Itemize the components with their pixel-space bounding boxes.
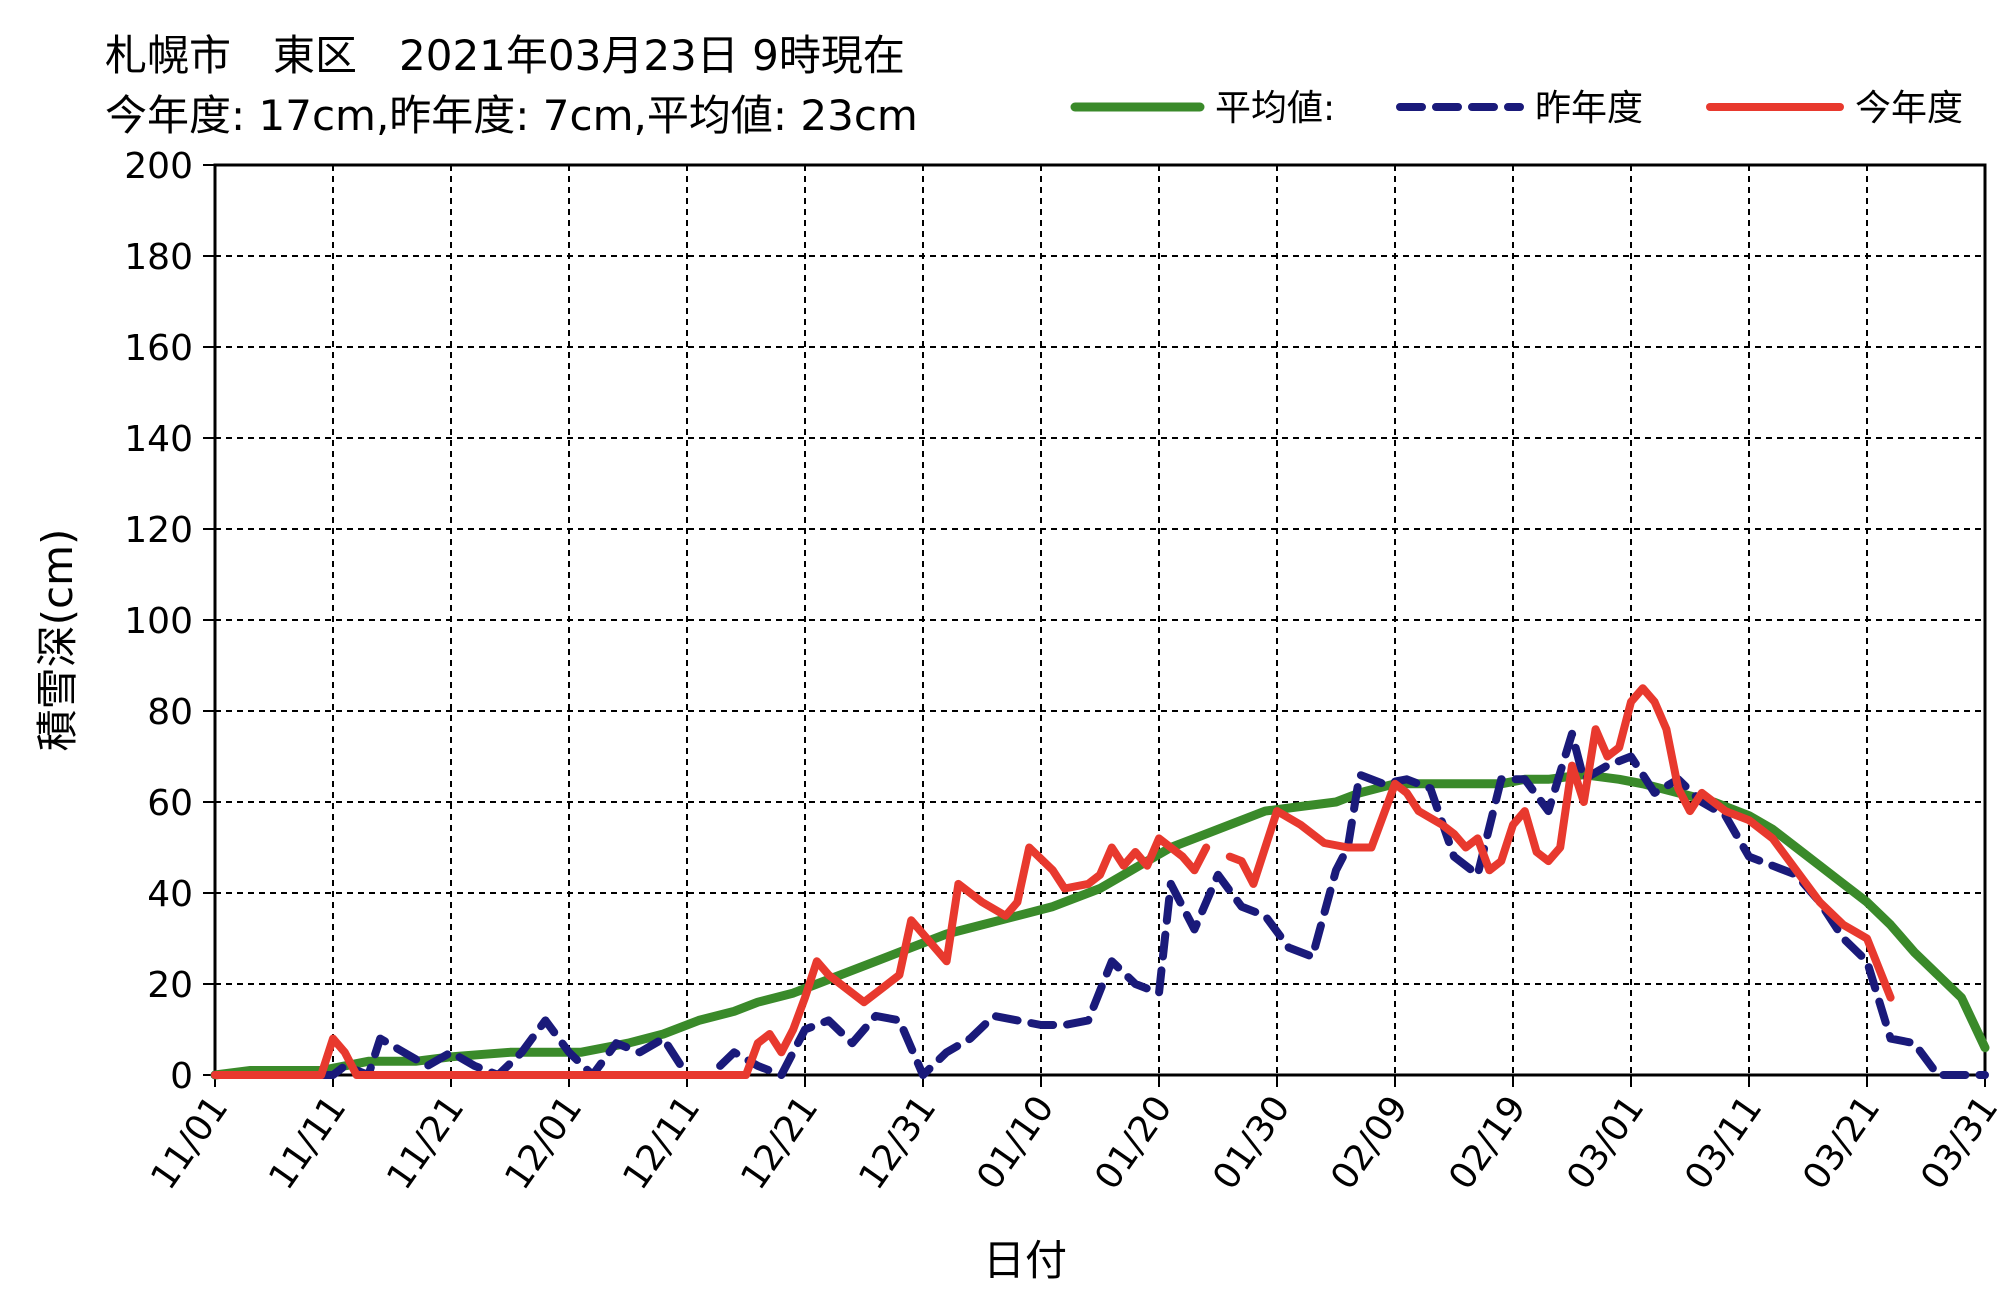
x-tick-label: 11/11	[261, 1089, 354, 1198]
y-tick-label: 80	[147, 692, 193, 733]
y-tick-label: 180	[124, 237, 193, 278]
x-tick-label: 11/21	[379, 1089, 472, 1198]
chart-title: 札幌市 東区 2021年03月23日 9時現在	[105, 31, 905, 80]
x-tick-label: 12/01	[497, 1089, 590, 1198]
x-axis-title: 日付	[983, 1236, 1067, 1285]
x-tick-label: 01/30	[1205, 1089, 1298, 1198]
x-tick-label: 03/11	[1677, 1089, 1770, 1198]
series-last-year-line	[211, 729, 1989, 1079]
grid	[215, 165, 1985, 1075]
y-tick-label: 60	[147, 783, 193, 824]
legend-label: 平均値:	[1215, 88, 1335, 129]
legend-label: 今年度	[1855, 88, 1963, 129]
axes: 0 20 40 60 80 100 120 140 160 180 200 11/01 11/11 11/…	[124, 146, 2006, 1197]
y-tick-label: 200	[124, 146, 193, 187]
y-tick-label: 160	[124, 328, 193, 369]
y-tick-label: 140	[124, 419, 193, 460]
x-tick-label: 02/09	[1323, 1089, 1416, 1198]
x-tick-label: 02/19	[1441, 1089, 1534, 1198]
series-this-year-line	[211, 834, 1211, 1079]
y-tick-label: 0	[170, 1056, 193, 1097]
legend: 平均値: 昨年度 今年度	[1070, 88, 1963, 129]
x-tick-label: 01/10	[969, 1089, 1062, 1198]
x-tick-label: 12/11	[615, 1089, 708, 1198]
y-tick-label: 40	[147, 874, 193, 915]
y-tick-label: 100	[124, 601, 193, 642]
x-tick-label: 03/31	[1913, 1089, 2006, 1198]
y-tick-label: 20	[147, 965, 193, 1006]
y-tick-label: 120	[124, 510, 193, 551]
x-tick-label: 01/20	[1087, 1089, 1180, 1198]
x-tick-label: 03/21	[1795, 1089, 1888, 1198]
chart-subtitle: 今年度: 17cm,昨年度: 7cm,平均値: 23cm	[105, 91, 918, 140]
series-lines	[210, 684, 1990, 1080]
series-this-year-line	[1225, 684, 1895, 1002]
series-average-line	[210, 770, 1990, 1080]
legend-label: 昨年度	[1535, 88, 1643, 129]
x-tick-label: 03/01	[1559, 1089, 1652, 1198]
x-tick-label: 11/01	[143, 1089, 236, 1198]
x-tick-label: 12/31	[851, 1089, 944, 1198]
y-axis-title: 積雪深(cm)	[33, 529, 82, 752]
plot-frame	[213, 163, 1987, 1077]
x-tick-label: 12/21	[733, 1089, 826, 1198]
